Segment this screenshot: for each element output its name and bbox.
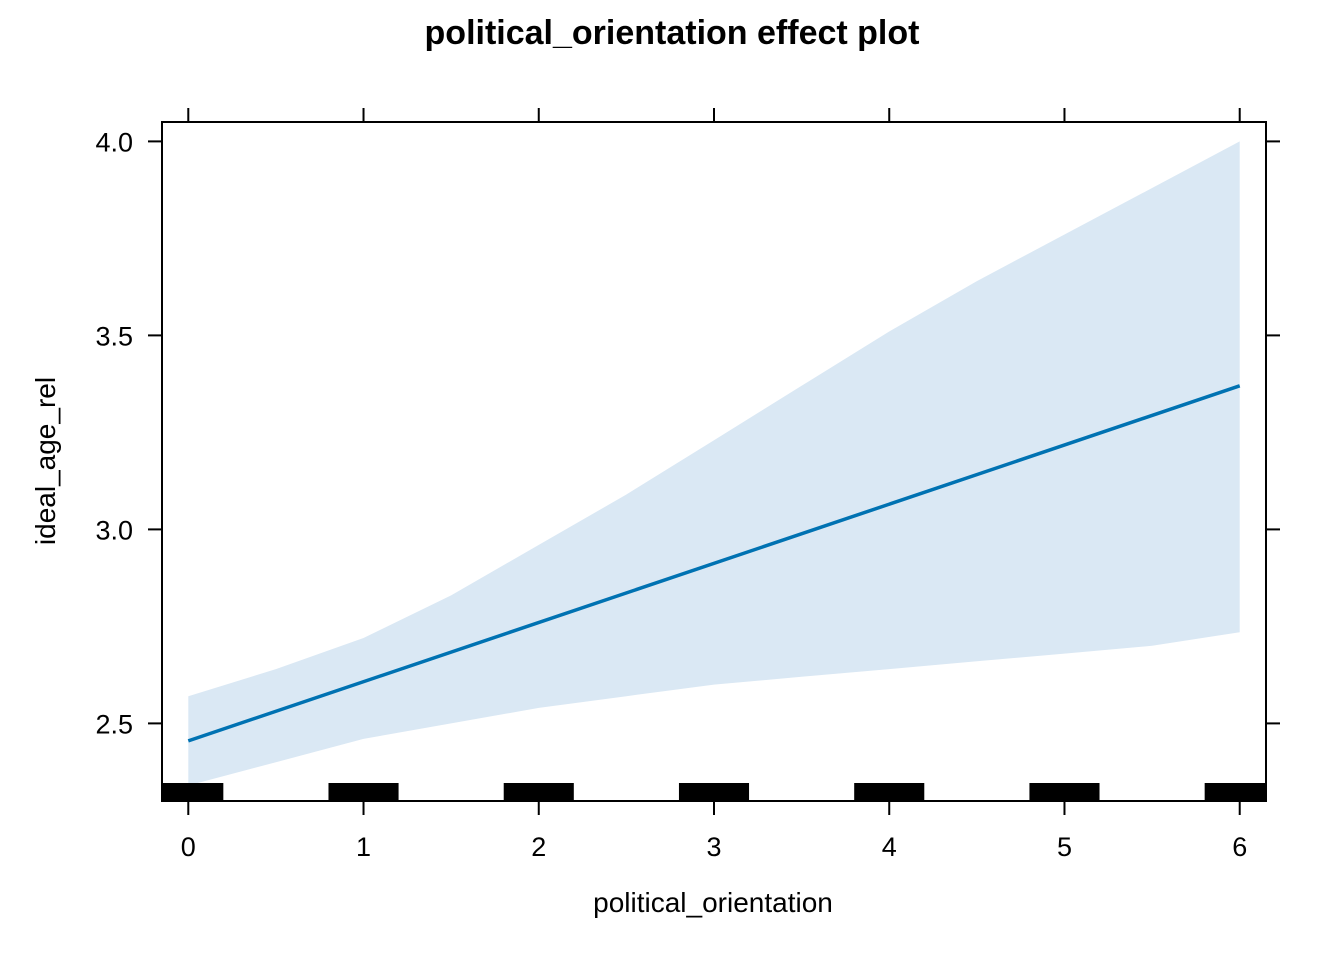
x-tick-label: 6 [1232, 832, 1247, 862]
x-tick-label: 5 [1057, 832, 1072, 862]
confidence-band [188, 141, 1240, 786]
fit-line [187, 384, 1241, 743]
x-tick-label: 1 [356, 832, 371, 862]
y-axis-label: ideal_age_rel [30, 377, 61, 545]
plot-area: 0 1 2 3 4 5 6 2.5 3.0 3.5 4.0 [95, 108, 1280, 862]
x-tick-label: 0 [181, 832, 196, 862]
rug-mark [854, 783, 925, 801]
x-axis-label: political_orientation [593, 887, 833, 918]
rug-mark [503, 783, 574, 801]
x-tick-label: 4 [882, 832, 897, 862]
x-tick-label: 3 [706, 832, 721, 862]
rug-mark [1029, 783, 1100, 801]
y-tick-label: 4.0 [95, 127, 133, 157]
rug-mark [678, 783, 750, 801]
rug-mark [1204, 783, 1266, 801]
rug-mark [162, 783, 224, 801]
chart-title: political_orientation effect plot [425, 14, 920, 52]
rug-mark [328, 783, 399, 801]
y-tick-label: 2.5 [95, 709, 133, 739]
x-tick-label: 2 [531, 832, 546, 862]
y-tick-label: 3.5 [95, 321, 133, 351]
y-tick-label: 3.0 [95, 515, 133, 545]
